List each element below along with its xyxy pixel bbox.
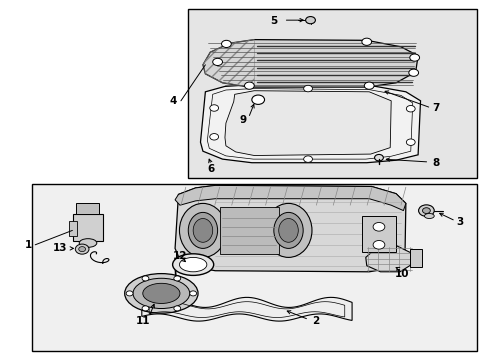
Circle shape	[372, 222, 384, 231]
Text: 7: 7	[431, 103, 439, 113]
Circle shape	[173, 306, 180, 311]
Bar	[188, 9, 476, 178]
Bar	[409, 249, 421, 267]
Bar	[73, 214, 102, 241]
Circle shape	[209, 134, 218, 140]
Text: 5: 5	[270, 16, 277, 26]
Text: 4: 4	[169, 96, 177, 106]
Circle shape	[174, 276, 181, 281]
Circle shape	[79, 247, 85, 252]
Text: 10: 10	[394, 269, 408, 279]
Ellipse shape	[264, 203, 311, 257]
Circle shape	[189, 291, 196, 296]
Circle shape	[406, 139, 414, 145]
Ellipse shape	[278, 219, 298, 242]
Text: 8: 8	[432, 158, 439, 168]
Circle shape	[422, 208, 429, 213]
Polygon shape	[365, 246, 412, 272]
Circle shape	[142, 306, 148, 311]
Polygon shape	[142, 297, 351, 321]
Bar	[76, 203, 99, 214]
Circle shape	[303, 85, 312, 92]
Circle shape	[409, 54, 419, 61]
Ellipse shape	[424, 213, 433, 219]
Circle shape	[418, 205, 433, 216]
Circle shape	[303, 156, 312, 162]
Circle shape	[408, 69, 418, 76]
Polygon shape	[200, 85, 420, 163]
Circle shape	[209, 105, 218, 111]
Text: 1: 1	[25, 240, 32, 250]
Ellipse shape	[172, 254, 213, 275]
Bar	[32, 184, 476, 351]
Ellipse shape	[79, 239, 97, 247]
Text: 2: 2	[311, 316, 318, 326]
Bar	[69, 221, 77, 236]
Bar	[220, 207, 278, 254]
Circle shape	[406, 105, 414, 112]
Circle shape	[221, 40, 231, 48]
Circle shape	[372, 240, 384, 249]
Ellipse shape	[188, 212, 217, 248]
Polygon shape	[224, 91, 390, 156]
Circle shape	[75, 244, 89, 254]
Circle shape	[374, 154, 383, 161]
Ellipse shape	[142, 283, 180, 303]
Polygon shape	[175, 185, 405, 211]
Circle shape	[361, 38, 371, 45]
Circle shape	[142, 276, 148, 281]
Text: 9: 9	[240, 114, 246, 125]
Text: 3: 3	[455, 217, 462, 228]
Ellipse shape	[179, 203, 226, 257]
Circle shape	[364, 82, 373, 89]
Ellipse shape	[179, 257, 206, 272]
Bar	[361, 216, 395, 252]
Circle shape	[244, 82, 254, 89]
Ellipse shape	[124, 274, 198, 313]
Text: 6: 6	[207, 164, 214, 174]
Text: 13: 13	[52, 243, 67, 253]
Ellipse shape	[133, 278, 189, 309]
Text: 12: 12	[172, 251, 187, 261]
Ellipse shape	[193, 219, 212, 242]
Polygon shape	[175, 185, 405, 272]
Circle shape	[251, 95, 264, 104]
Polygon shape	[203, 40, 417, 87]
Circle shape	[126, 291, 133, 296]
Ellipse shape	[273, 212, 303, 248]
Text: 11: 11	[135, 316, 150, 326]
Circle shape	[212, 58, 222, 66]
Circle shape	[305, 17, 315, 24]
